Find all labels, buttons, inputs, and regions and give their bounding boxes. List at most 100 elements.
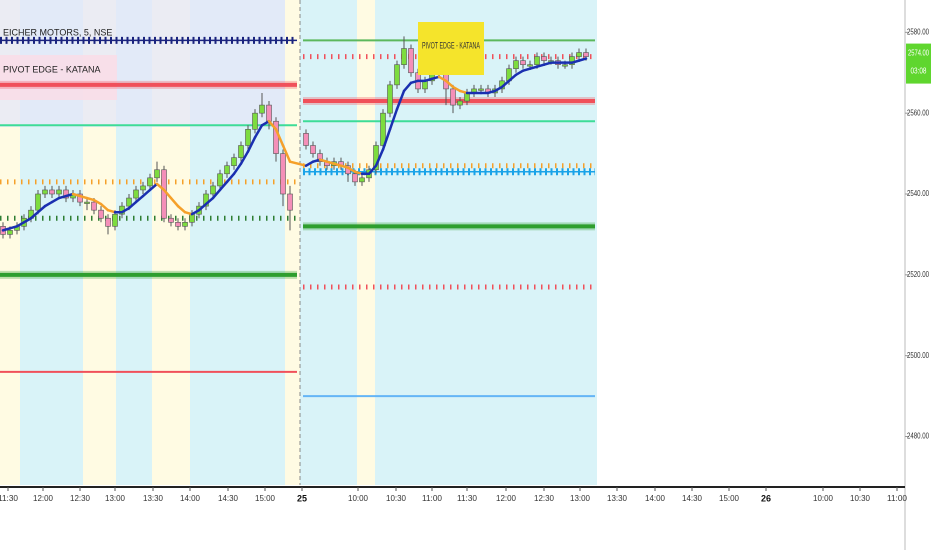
annotation-box: [418, 22, 484, 75]
candle-body: [583, 52, 589, 57]
x-tick-label: 11:00: [887, 494, 908, 503]
candle-body: [266, 104, 272, 122]
ma-segment: [500, 79, 511, 89]
y-tick-label: 2560.00: [907, 108, 929, 117]
x-tick-label: 13:00: [105, 494, 126, 503]
background-zones: [0, 0, 597, 485]
candle-body: [161, 169, 167, 219]
x-tick-label: 12:30: [534, 494, 555, 503]
x-tick-label: 12:30: [70, 494, 91, 503]
x-tick-label: 10:00: [348, 494, 369, 503]
candle-body: [224, 165, 230, 175]
x-tick-label: 13:30: [607, 494, 628, 503]
y-tick-label: 2500.00: [907, 351, 929, 360]
x-tick-label: 11:30: [457, 494, 478, 503]
ma-segment: [507, 73, 518, 83]
ma-segment: [239, 150, 250, 165]
candle-body: [280, 153, 286, 195]
ma-segment: [388, 107, 399, 131]
ma-segment: [43, 200, 54, 208]
candle-body: [408, 48, 414, 74]
candle-body: [457, 100, 463, 106]
x-tick-label: 15:00: [255, 494, 276, 503]
candle-body: [91, 201, 97, 211]
ma-segment: [267, 120, 278, 131]
ma-segment: [148, 182, 159, 192]
ma-segment: [437, 75, 448, 83]
candle-body: [534, 56, 540, 65]
ma-segment: [444, 79, 455, 89]
candle-body: [35, 193, 41, 211]
chart-title: EICHER MOTORS, 5, NSE: [3, 27, 112, 37]
candle-body: [245, 129, 251, 146]
ma-segment: [381, 128, 392, 151]
candle-body: [450, 88, 456, 106]
x-tick-label: 10:30: [386, 494, 407, 503]
candle-body: [133, 189, 139, 199]
x-tick-label: 14:30: [218, 494, 239, 503]
x-tick-label: 14:00: [180, 494, 201, 503]
candle-body: [126, 197, 132, 207]
candle-body: [84, 201, 90, 204]
ma-segment: [281, 144, 292, 163]
ma-segment: [493, 85, 504, 93]
countdown-label: 03:08: [911, 67, 927, 76]
x-tick-label: 15:00: [719, 494, 740, 503]
ma-segment: [367, 164, 378, 176]
candle-body: [310, 145, 316, 154]
ma-segment: [155, 182, 166, 192]
candle-body: [42, 189, 48, 195]
ma-segment: [169, 196, 180, 208]
candle-body: [49, 189, 55, 195]
ma-segment: [288, 160, 308, 167]
annotation: PIVOT EDGE - KATANA: [422, 40, 480, 50]
candle-body: [520, 60, 526, 65]
y-tick-label: 2580.00: [907, 27, 929, 36]
x-tick-label: 11:00: [422, 494, 443, 503]
ma-segment: [374, 148, 385, 167]
ma-segment: [577, 57, 588, 62]
ma-segment: [451, 85, 462, 93]
candle-body: [140, 185, 146, 191]
moving-average: [1, 57, 588, 232]
candle-body: [112, 213, 118, 227]
x-tick-label: 14:30: [682, 494, 703, 503]
ma-segment: [232, 162, 243, 176]
x-tick-label: 26: [761, 493, 771, 503]
ma-segment: [92, 198, 103, 206]
candle-body: [317, 153, 323, 162]
ma-segment: [127, 200, 138, 210]
x-tick-label: 14:00: [645, 494, 666, 503]
ma-segment: [134, 194, 145, 204]
candle-body: [359, 177, 365, 183]
candle-body: [238, 145, 244, 158]
x-tick-label: 12:00: [496, 494, 517, 503]
ma-segment: [211, 188, 222, 200]
candle-body: [478, 88, 484, 91]
candle-body: [203, 193, 209, 207]
ma-segment: [99, 202, 110, 212]
candle-body: [352, 173, 358, 183]
ma-segment: [304, 160, 315, 167]
x-tick-label: 11:30: [0, 494, 19, 503]
ma-segment: [346, 166, 357, 174]
ma-segment: [514, 69, 525, 77]
candle-body: [154, 169, 160, 179]
x-tick-label: 10:30: [850, 494, 871, 503]
candle-body: [56, 189, 62, 195]
candle-body: [259, 104, 265, 114]
ma-segment: [225, 172, 236, 184]
ma-segment: [190, 208, 201, 216]
candle-body: [576, 52, 582, 57]
candle-body: [105, 217, 111, 227]
ma-segment: [274, 128, 285, 147]
ma-segment: [253, 124, 264, 139]
ma-segment: [29, 210, 40, 220]
x-tick-label: 25: [297, 493, 307, 503]
candle-body: [168, 217, 174, 223]
y-tick-label: 2480.00: [907, 432, 929, 441]
candle-body: [98, 209, 104, 219]
candle-body: [380, 112, 386, 146]
y-tick-label: 2520.00: [907, 270, 929, 279]
ma-segment: [162, 188, 173, 200]
